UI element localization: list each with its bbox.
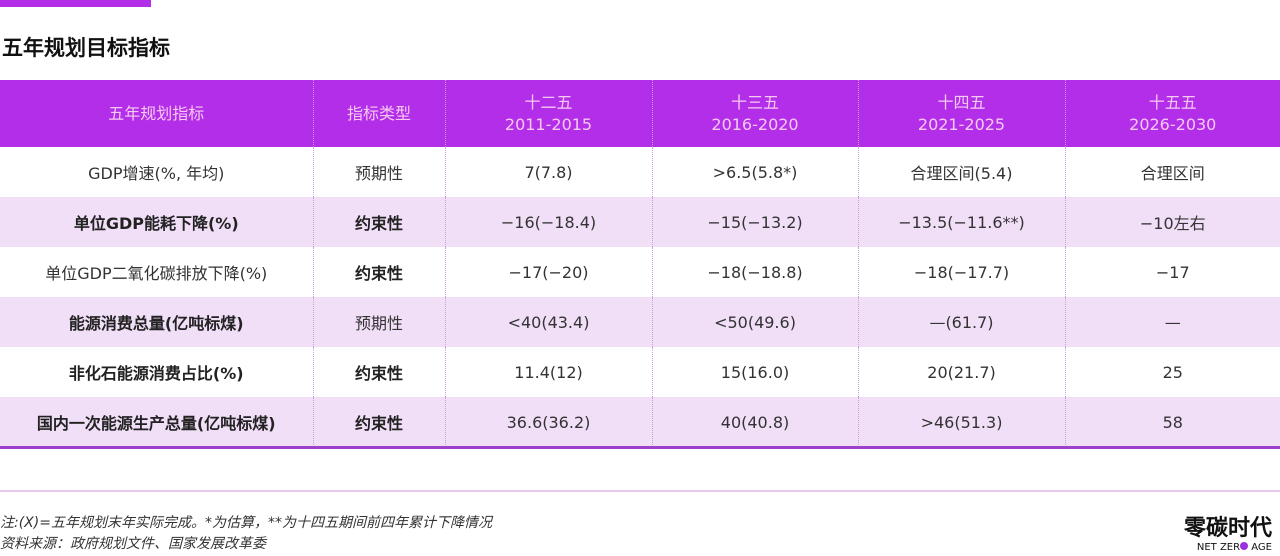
period-name: 十三五 — [730, 92, 779, 112]
logo: 零碳时代 NET ZER AGE — [1184, 510, 1272, 553]
p14-cell: 合理区间(5.4) — [857, 147, 1065, 197]
period-years: 2011-2015 — [504, 114, 593, 134]
p13-cell: 15(16.0) — [651, 347, 858, 397]
p13-cell: −18(−18.8) — [651, 247, 858, 297]
p13-cell: >6.5(5.8*) — [651, 147, 858, 197]
type-cell: 约束性 — [312, 197, 445, 247]
table-row: 国内一次能源生产总量(亿吨标煤) 约束性 36.6(36.2) 40(40.8) >46… — [0, 397, 1280, 447]
p14-cell: −13.5(−11.6**) — [857, 197, 1065, 247]
p12-cell: −16(−18.4) — [444, 197, 652, 247]
header-p15: 十五五 2026-2030 — [1064, 80, 1280, 147]
p14-cell: 20(21.7) — [857, 347, 1065, 397]
header-indicator: 五年规划指标 — [0, 80, 313, 147]
type-cell: 预期性 — [312, 147, 445, 197]
table-bottom-rule — [0, 446, 1280, 449]
indicator-cell: 单位GDP二氧化碳排放下降(%) — [45, 264, 268, 283]
p12-cell: 36.6(36.2) — [444, 397, 652, 447]
targets-table: 五年规划指标 指标类型 十二五 2011-2015 十三五 2016-2020 十四… — [0, 80, 1280, 447]
p14-cell: −18(−17.7) — [857, 247, 1065, 297]
type-cell: 约束性 — [312, 397, 445, 447]
p12-cell: 11.4(12) — [444, 347, 652, 397]
p15-cell: −10左右 — [1064, 197, 1280, 247]
logo-en: NET ZER AGE — [1184, 542, 1272, 553]
header-p12: 十二五 2011-2015 — [444, 80, 652, 147]
p15-cell: — — [1064, 297, 1280, 347]
header-p13: 十三五 2016-2020 — [651, 80, 858, 147]
p14-cell: >46(51.3) — [857, 397, 1065, 447]
type-cell: 约束性 — [312, 347, 445, 397]
logo-en-left: NET ZER — [1196, 542, 1241, 553]
period-years: 2016-2020 — [711, 114, 799, 134]
p13-cell: 40(40.8) — [651, 397, 858, 447]
period-name: 十二五 — [524, 92, 573, 112]
table-row: 能源消费总量(亿吨标煤) 预期性 <40(43.4) <50(49.6) —(61.7)… — [0, 297, 1280, 347]
p15-cell: 合理区间 — [1064, 147, 1280, 197]
indicator-cell: 能源消费总量(亿吨标煤) — [0, 297, 313, 347]
period-years: 2026-2030 — [1129, 114, 1217, 134]
logo-dot-icon — [1240, 542, 1249, 550]
indicator-cell: 国内一次能源生产总量(亿吨标煤) — [0, 397, 313, 447]
p15-cell: −17 — [1064, 247, 1280, 297]
type-cell: 约束性 — [312, 247, 445, 297]
logo-en-right: AGE — [1248, 542, 1272, 553]
indicator-cell: 非化石能源消费占比(%) — [68, 364, 244, 383]
period-name: 十五五 — [1148, 92, 1197, 112]
period-years: 2021-2025 — [917, 114, 1006, 134]
p14-cell: —(61.7) — [857, 297, 1065, 347]
footnote: 注:(X)=五年规划末年实际完成。*为估算，**为十四五期间前四年累计下降情况 — [0, 515, 492, 531]
indicator-cell: GDP增速(%, 年均) — [88, 164, 225, 183]
accent-bar — [0, 0, 151, 7]
p12-cell: <40(43.4) — [444, 297, 652, 347]
period-name: 十四五 — [937, 92, 986, 112]
page-title: 五年规划目标指标 — [2, 36, 170, 60]
header-p14: 十四五 2021-2025 — [857, 80, 1065, 147]
table-row: 非化石能源消费占比(%) 约束性 11.4(12) 15(16.0) 20(21.7) 2… — [0, 347, 1280, 397]
header-type: 指标类型 — [312, 80, 445, 147]
p13-cell: <50(49.6) — [651, 297, 858, 347]
table-row: GDP增速(%, 年均) 预期性 7(7.8) >6.5(5.8*) 合理区间(5.4)… — [0, 147, 1280, 197]
header-row: 五年规划指标 指标类型 十二五 2011-2015 十三五 2016-2020 十四… — [0, 80, 1280, 147]
table-row: 单位GDP能耗下降(%) 约束性 −16(−18.4) −15(−13.2) −13.5… — [0, 197, 1280, 247]
p15-cell: 25 — [1064, 347, 1280, 397]
p15-cell: 58 — [1064, 397, 1280, 447]
divider — [0, 490, 1280, 492]
logo-cn: 零碳时代 — [1183, 516, 1272, 541]
table-row: 单位GDP二氧化碳排放下降(%) 约束性 −17(−20) −18(−18.8) −18… — [0, 247, 1280, 297]
type-cell: 预期性 — [312, 297, 445, 347]
source-note: 资料来源：政府规划文件、国家发展改革委 — [0, 536, 266, 552]
p12-cell: −17(−20) — [444, 247, 652, 297]
indicator-cell: 单位GDP能耗下降(%) — [0, 197, 313, 247]
p12-cell: 7(7.8) — [444, 147, 652, 197]
p13-cell: −15(−13.2) — [651, 197, 858, 247]
